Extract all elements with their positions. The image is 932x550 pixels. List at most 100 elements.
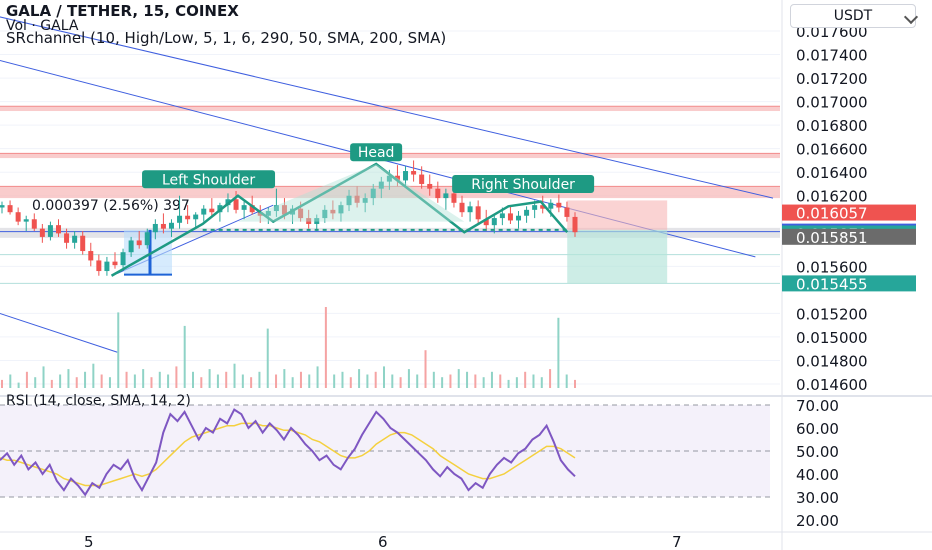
candle-body: [548, 202, 554, 209]
volume-bar: [84, 371, 87, 388]
rsi-band: [0, 405, 770, 497]
candle-body: [177, 215, 183, 223]
volume-bar: [167, 374, 170, 388]
volume-bar: [266, 328, 269, 388]
profit-zone: [567, 229, 668, 284]
candle-body: [362, 198, 368, 203]
volume-bar: [283, 369, 286, 388]
volume-bar: [250, 377, 253, 388]
volume-bar: [316, 366, 319, 388]
volume-bar: [457, 369, 460, 388]
candle-body: [298, 208, 304, 219]
candle-body: [265, 211, 271, 216]
candle-body: [88, 251, 94, 261]
candle-body: [467, 206, 473, 213]
candle-body: [394, 175, 400, 181]
candle-body: [31, 219, 37, 229]
volume-bar: [341, 371, 344, 388]
pattern-label-box: [452, 174, 595, 193]
candle-body: [233, 199, 239, 210]
volume-bar: [416, 374, 419, 388]
srchannel-legend[interactable]: SRchannel (10, High/Low, 5, 1, 6, 290, 5…: [6, 29, 447, 47]
candle-body: [168, 222, 174, 229]
volume-bar: [1, 379, 3, 388]
trendline: [0, 312, 118, 353]
volume-bar: [399, 377, 402, 388]
candle-body: [55, 225, 61, 234]
candle-body: [257, 212, 263, 216]
price-tick-label: 0.014800: [796, 352, 868, 370]
pattern-label-box: [142, 170, 276, 189]
candle-body: [39, 228, 45, 237]
candle-body: [564, 207, 570, 217]
volume-bar: [208, 369, 211, 388]
rsi-legend[interactable]: RSI (14, close, SMA, 14, 2): [6, 393, 191, 409]
volume-bar: [574, 379, 576, 388]
candle-body: [193, 214, 199, 220]
time-tick-label: 5: [84, 533, 94, 550]
volume-bar: [333, 374, 336, 388]
candle-body: [64, 233, 70, 243]
candle-body: [572, 216, 578, 233]
volume-bar: [366, 374, 369, 388]
candle-body: [370, 188, 376, 199]
volume-bar: [92, 363, 95, 388]
price-tick-label: 0.016600: [796, 141, 868, 159]
volume-bar: [225, 371, 228, 388]
candle-body: [0, 205, 5, 208]
price-tick-label: 0.015600: [796, 258, 868, 276]
candle-body: [451, 193, 457, 203]
price-tick-label: 0.016400: [796, 164, 868, 182]
head-and-shoulders-pattern[interactable]: [110, 162, 569, 277]
volume-bar: [258, 371, 261, 388]
pattern-label: Head: [358, 145, 395, 161]
candle-body: [524, 209, 530, 216]
candle-body: [249, 205, 255, 213]
symbol-title[interactable]: GALA / TETHER, 15, COINEX: [6, 2, 239, 20]
volume-bar: [308, 374, 311, 388]
candle-body: [314, 218, 320, 224]
volume-bar: [100, 374, 103, 388]
volume-bar: [557, 317, 560, 388]
candle-body: [532, 205, 538, 210]
volume-bar: [17, 382, 20, 388]
price-label-box: [782, 275, 916, 292]
volume-bar: [299, 371, 302, 388]
volume-bar: [233, 363, 236, 388]
volume-bar: [490, 371, 493, 388]
volume-bar: [117, 312, 120, 388]
time-axis[interactable]: 5 6 7: [0, 531, 932, 550]
volume-bar: [515, 377, 518, 388]
volume-bar: [507, 379, 510, 388]
rsi-tick-label: 50.00: [796, 443, 839, 461]
volume-bar: [75, 377, 78, 388]
candle-body: [346, 195, 352, 206]
candle-body: [47, 225, 53, 237]
volume-legend[interactable]: Vol · GALA: [6, 18, 79, 34]
volume-bar: [532, 374, 535, 388]
neckline-band: [0, 227, 780, 238]
candle-body: [185, 215, 191, 220]
volume-bar: [200, 377, 203, 388]
volume-bar: [150, 377, 153, 388]
trendline: [0, 16, 774, 199]
volume-bar: [466, 371, 469, 388]
target-box[interactable]: [567, 200, 668, 284]
candle-body: [378, 181, 384, 189]
candle-body: [15, 212, 21, 222]
pattern-label-box: [350, 143, 403, 162]
volume-bar: [424, 350, 427, 388]
candle-body: [112, 261, 118, 266]
candle-body: [241, 205, 247, 210]
candle-body: [201, 208, 207, 215]
pattern-labels[interactable]: Left Shoulder Head Right Shoulder: [142, 143, 595, 193]
volume-bar: [565, 374, 568, 388]
currency-selector[interactable]: USDT: [790, 4, 916, 28]
price-tick-label: 0.016200: [796, 188, 868, 206]
volume-bar: [374, 371, 377, 388]
pattern-line: [110, 162, 569, 277]
price-axis[interactable]: 0.014600 0.014800 0.015000 0.015200 0.015600…: [781, 0, 932, 550]
volume-bar: [432, 371, 435, 388]
price-grid: [0, 30, 780, 385]
